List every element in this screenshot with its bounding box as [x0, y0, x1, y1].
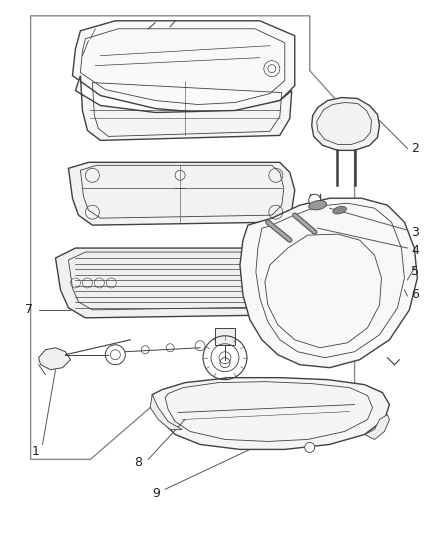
Text: 6: 6	[411, 288, 419, 301]
Polygon shape	[215, 328, 235, 345]
Polygon shape	[56, 248, 303, 318]
Circle shape	[309, 194, 321, 206]
Text: 9: 9	[152, 487, 160, 500]
Polygon shape	[39, 348, 71, 370]
Polygon shape	[150, 394, 182, 430]
Text: 3: 3	[411, 225, 419, 239]
Polygon shape	[75, 76, 292, 140]
Polygon shape	[152, 378, 389, 449]
Polygon shape	[364, 415, 389, 439]
Circle shape	[305, 442, 314, 453]
Ellipse shape	[309, 200, 327, 210]
Text: 8: 8	[134, 456, 142, 469]
Polygon shape	[240, 198, 417, 368]
Polygon shape	[312, 98, 379, 150]
Text: 5: 5	[411, 265, 420, 278]
Text: 4: 4	[411, 244, 419, 256]
Text: 2: 2	[411, 142, 419, 155]
Polygon shape	[68, 163, 295, 225]
Polygon shape	[72, 21, 295, 112]
Text: 7: 7	[25, 303, 32, 317]
Text: 1: 1	[32, 445, 39, 458]
Ellipse shape	[333, 206, 346, 214]
